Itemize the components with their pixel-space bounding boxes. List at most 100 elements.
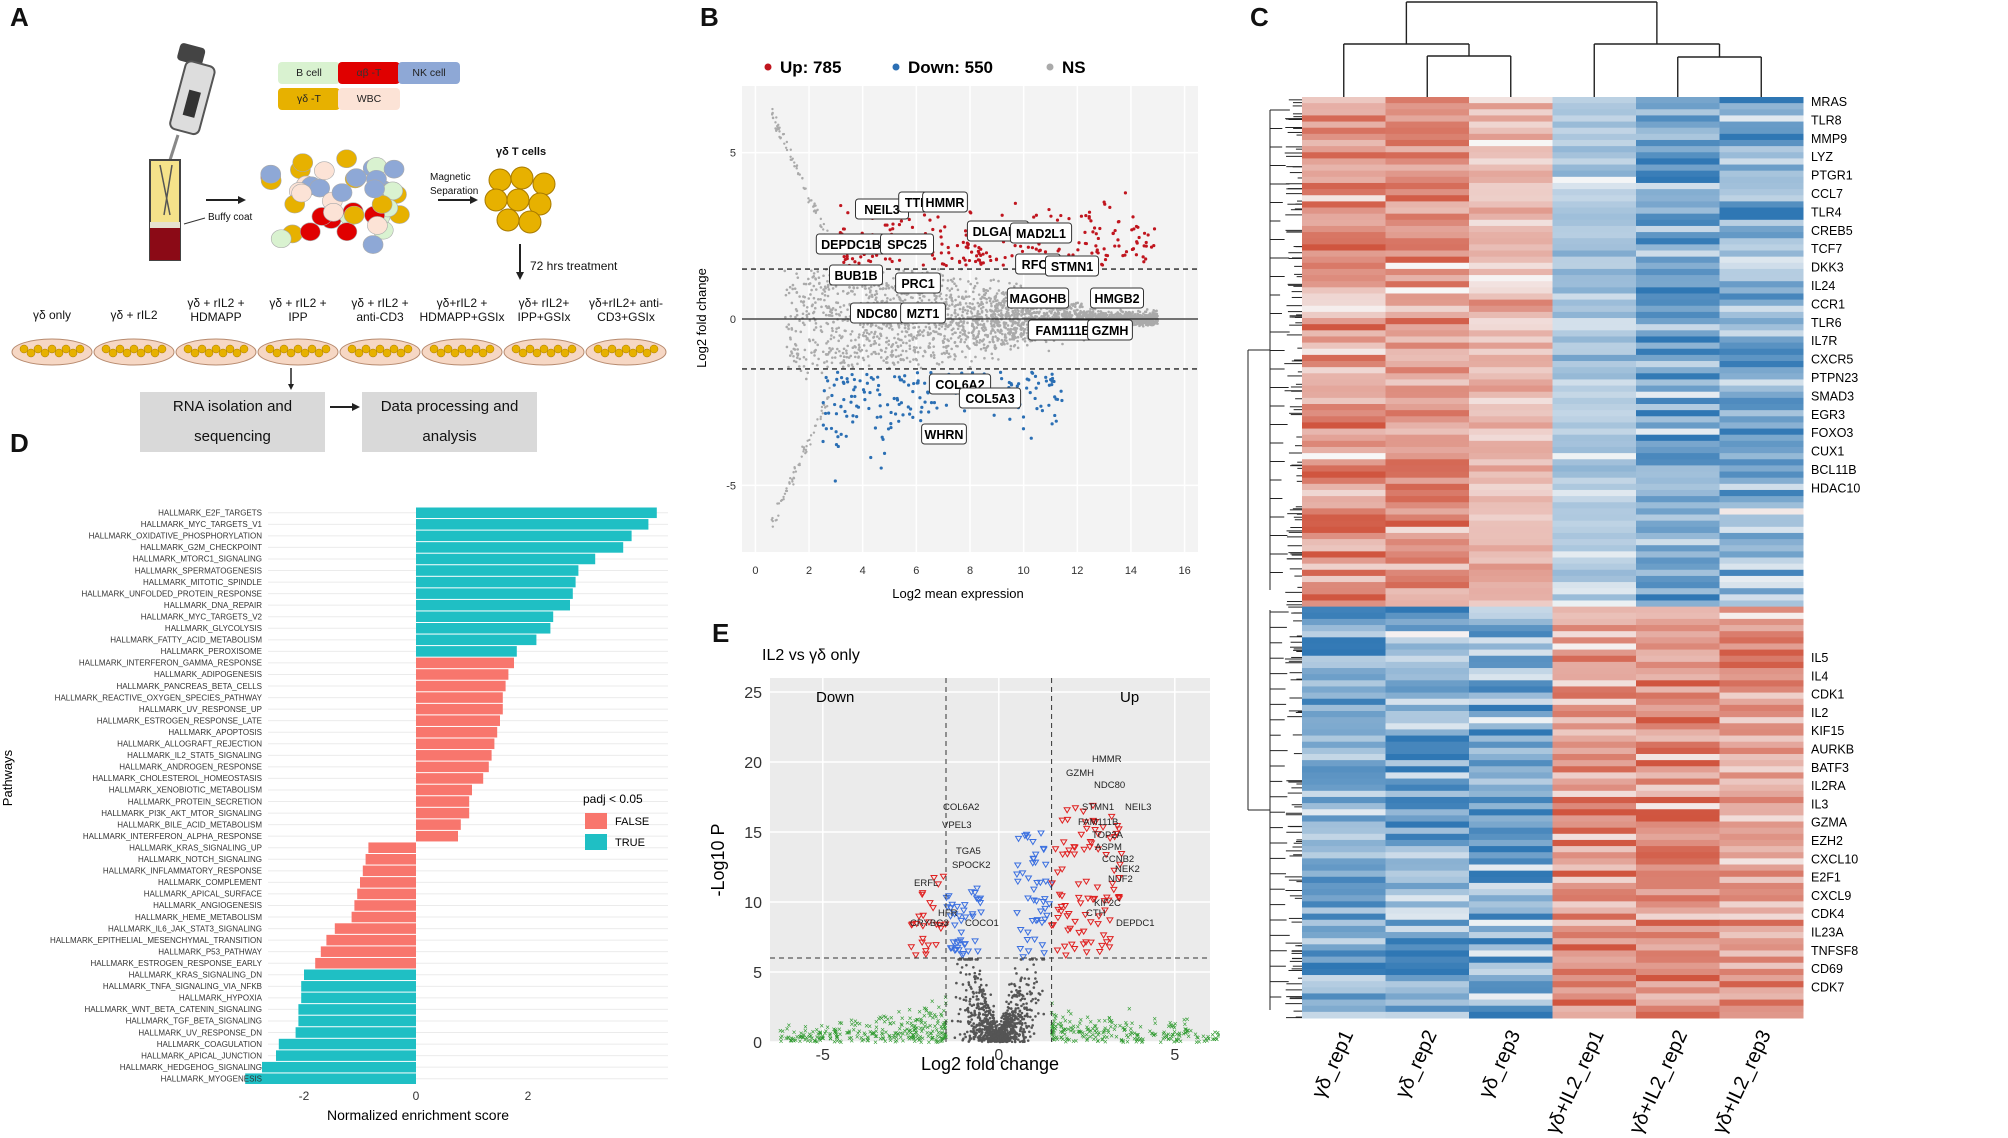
heatmap-cell — [1302, 655, 1386, 663]
b-up-point — [888, 228, 892, 232]
heatmap-cell — [1719, 453, 1804, 460]
b-ns-point — [795, 356, 799, 359]
b-ns-point — [999, 329, 1003, 333]
heatmap-cell — [1719, 532, 1804, 540]
b-up-point — [1116, 238, 1120, 242]
b-ns-point — [907, 333, 911, 337]
c-gene-label: AURKB — [1811, 743, 1854, 757]
b-up-point — [964, 263, 968, 267]
b-ns-point — [814, 301, 817, 304]
heatmap-cell — [1385, 391, 1470, 399]
heatmap-cell — [1719, 711, 1804, 718]
b-ns-point — [771, 107, 774, 111]
b-ns-point — [971, 323, 974, 327]
heatmap-cell — [1719, 612, 1804, 620]
b-ns-point — [989, 322, 993, 325]
b-ns-point — [928, 326, 931, 329]
d-bar — [416, 715, 500, 726]
b-ns-point — [805, 309, 808, 313]
heatmap-cell — [1636, 858, 1720, 865]
b-ns-point — [937, 268, 940, 271]
c-gene-label: TLR8 — [1811, 113, 1842, 127]
heatmap-cell — [1636, 354, 1720, 362]
panel-d-gsea-barplot: HALLMARK_E2F_TARGETSHALLMARK_MYC_TARGETS… — [0, 502, 668, 1123]
b-ns-point — [944, 300, 948, 304]
b-ns-point — [814, 277, 817, 280]
heatmap-cell — [1552, 889, 1637, 896]
heatmap-cell — [1302, 195, 1386, 202]
b-ns-point — [991, 319, 994, 323]
heatmap-cell — [1719, 262, 1804, 270]
legend-gd-t: γδ -T — [278, 88, 340, 110]
heatmap-cell — [1552, 796, 1637, 804]
heatmap-cell — [1469, 944, 1553, 951]
b-ns-point — [807, 297, 811, 300]
b-ns-point — [971, 302, 974, 306]
c-gene-label: IL7R — [1811, 334, 1837, 348]
heatmap-cell — [1719, 803, 1804, 810]
heatmap-cell — [1385, 342, 1470, 350]
heatmap-cell — [1636, 373, 1720, 380]
d-pathway-label: HALLMARK_INTERFERON_ALPHA_RESPONSE — [83, 832, 262, 841]
d-bar — [416, 796, 470, 807]
b-ns-point — [1000, 338, 1004, 342]
b-up-point — [1087, 210, 1092, 214]
heatmap-cell — [1385, 760, 1470, 767]
b-ns-point — [999, 309, 1003, 312]
heatmap-cell — [1636, 796, 1720, 804]
heatmap-cell — [1302, 901, 1386, 908]
heatmap-cell — [1552, 618, 1637, 626]
e-ns-point — [978, 1017, 982, 1020]
b-down-point — [909, 407, 913, 411]
b-ns-point — [944, 322, 948, 326]
b-ns-point — [977, 332, 981, 335]
heatmap-cell — [1636, 698, 1720, 706]
b-ns-point — [995, 292, 999, 295]
b-ns-point — [879, 332, 882, 336]
b-ns-point — [1013, 314, 1016, 317]
heatmap-cell — [1469, 318, 1553, 325]
b-ns-point — [947, 355, 950, 359]
b-ns-point — [841, 351, 845, 355]
heatmap-cell — [1636, 803, 1720, 810]
heatmap-cell — [1719, 281, 1804, 288]
b-down-point — [865, 381, 869, 385]
heatmap-cell — [1469, 987, 1553, 994]
b-up-point — [1026, 245, 1030, 249]
b-down-point — [935, 406, 939, 410]
heatmap-cell — [1469, 907, 1553, 915]
b-ns-point — [981, 305, 985, 309]
heatmap-cell — [1469, 889, 1553, 896]
heatmap-cell — [1469, 139, 1553, 147]
heatmap-cell — [1469, 489, 1553, 497]
b-ns-point — [967, 295, 971, 298]
b-up-point — [1134, 224, 1139, 229]
b-ns-point — [920, 299, 924, 302]
b-ns-point — [985, 310, 989, 313]
d-pathway-label: HALLMARK_G2M_CHECKPOINT — [140, 543, 262, 552]
dish-cell — [485, 344, 495, 354]
e-ns-point — [977, 991, 981, 994]
b-down-point — [839, 432, 843, 436]
b-ns-point — [857, 343, 861, 347]
b-ns-point — [812, 210, 816, 213]
b-ns-point — [787, 327, 790, 331]
b-up-point — [1034, 247, 1038, 251]
c-gene-label: E2F1 — [1811, 871, 1841, 885]
heatmap-cell — [1385, 907, 1470, 915]
d-bar — [276, 1050, 416, 1061]
d-pathway-label: HALLMARK_P53_PATHWAY — [158, 947, 262, 956]
heatmap-cell — [1469, 686, 1553, 694]
b-ns-point — [982, 324, 986, 328]
b-ns-point — [826, 322, 830, 326]
b-ns-point — [1132, 319, 1135, 323]
b-down-point — [916, 379, 920, 383]
legend-nk-cell: NK cell — [398, 62, 460, 84]
heatmap-cell — [1552, 164, 1637, 172]
heatmap-cell — [1719, 944, 1804, 951]
d-pathway-label: HALLMARK_REACTIVE_OXYGEN_SPECIES_PATHWAY — [55, 693, 263, 702]
heatmap-cell — [1385, 956, 1470, 964]
heatmap-cell — [1302, 889, 1386, 896]
b-down-point — [1055, 397, 1060, 402]
heatmap-cell — [1302, 250, 1386, 258]
